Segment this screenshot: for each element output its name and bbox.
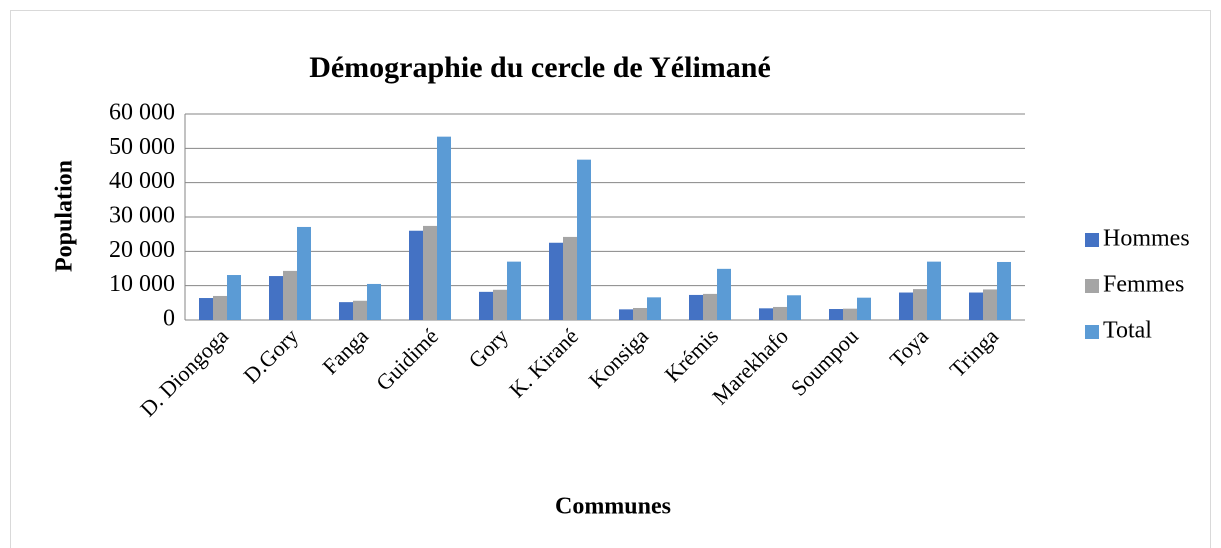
bar	[479, 291, 493, 320]
legend-label: Femmes	[1103, 272, 1184, 298]
chart-border	[10, 10, 1211, 548]
legend-swatch	[1085, 233, 1099, 247]
legend-label: Hommes	[1103, 226, 1190, 252]
y-tick-label: 10 000	[109, 271, 175, 297]
bar	[717, 268, 731, 320]
y-tick-label: 50 000	[109, 134, 175, 160]
bar	[843, 308, 857, 320]
bar	[423, 225, 437, 320]
bar	[493, 289, 507, 320]
y-tick-label: 40 000	[109, 168, 175, 194]
y-tick-label: 20 000	[109, 237, 175, 263]
legend-swatch	[1085, 279, 1099, 293]
bar	[213, 295, 227, 320]
y-tick-label: 60 000	[109, 100, 175, 126]
bar	[759, 308, 773, 320]
bar	[829, 309, 843, 320]
bar	[367, 283, 381, 320]
bar	[409, 230, 423, 320]
bar	[787, 295, 801, 320]
bar	[437, 136, 451, 320]
bar	[689, 294, 703, 320]
bar	[857, 297, 871, 320]
bar	[339, 302, 353, 320]
legend-swatch	[1085, 325, 1099, 339]
bar	[997, 261, 1011, 320]
bar	[563, 236, 577, 320]
bar	[913, 289, 927, 320]
bar	[969, 292, 983, 320]
bar	[353, 300, 367, 320]
bar	[199, 298, 213, 320]
bar	[633, 307, 647, 320]
x-axis-label: Communes	[555, 494, 671, 520]
bar	[773, 306, 787, 320]
bar	[619, 309, 633, 320]
bar	[899, 292, 913, 320]
bar	[927, 261, 941, 320]
bar	[549, 242, 563, 320]
bar	[983, 289, 997, 320]
bar	[297, 226, 311, 320]
bar	[269, 276, 283, 320]
bar	[507, 261, 521, 320]
bar	[647, 297, 661, 320]
bar	[283, 270, 297, 320]
y-tick-label: 30 000	[109, 203, 175, 229]
y-tick-label: 0	[163, 306, 175, 332]
bar	[227, 275, 241, 320]
legend-label: Total	[1103, 318, 1152, 344]
bar	[577, 159, 591, 320]
bar	[703, 293, 717, 320]
y-axis-label: Population	[52, 160, 78, 272]
chart-title: Démographie du cercle de Yélimané	[309, 51, 771, 84]
